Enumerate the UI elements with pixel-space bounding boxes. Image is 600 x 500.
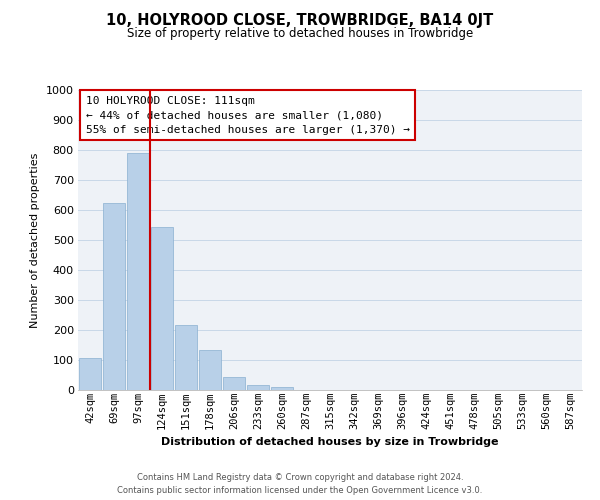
Bar bbox=[271, 387, 293, 390]
Y-axis label: Number of detached properties: Number of detached properties bbox=[30, 152, 40, 328]
Bar bbox=[151, 226, 173, 390]
X-axis label: Distribution of detached houses by size in Trowbridge: Distribution of detached houses by size … bbox=[161, 437, 499, 447]
Bar bbox=[79, 358, 101, 390]
Text: 10 HOLYROOD CLOSE: 111sqm
← 44% of detached houses are smaller (1,080)
55% of se: 10 HOLYROOD CLOSE: 111sqm ← 44% of detac… bbox=[86, 96, 410, 135]
Text: 10, HOLYROOD CLOSE, TROWBRIDGE, BA14 0JT: 10, HOLYROOD CLOSE, TROWBRIDGE, BA14 0JT bbox=[106, 12, 494, 28]
Bar bbox=[175, 324, 197, 390]
Bar bbox=[247, 384, 269, 390]
Bar bbox=[199, 350, 221, 390]
Bar bbox=[127, 153, 149, 390]
Text: Size of property relative to detached houses in Trowbridge: Size of property relative to detached ho… bbox=[127, 28, 473, 40]
Bar bbox=[223, 377, 245, 390]
Text: Contains HM Land Registry data © Crown copyright and database right 2024.
Contai: Contains HM Land Registry data © Crown c… bbox=[118, 474, 482, 495]
Bar bbox=[103, 202, 125, 390]
